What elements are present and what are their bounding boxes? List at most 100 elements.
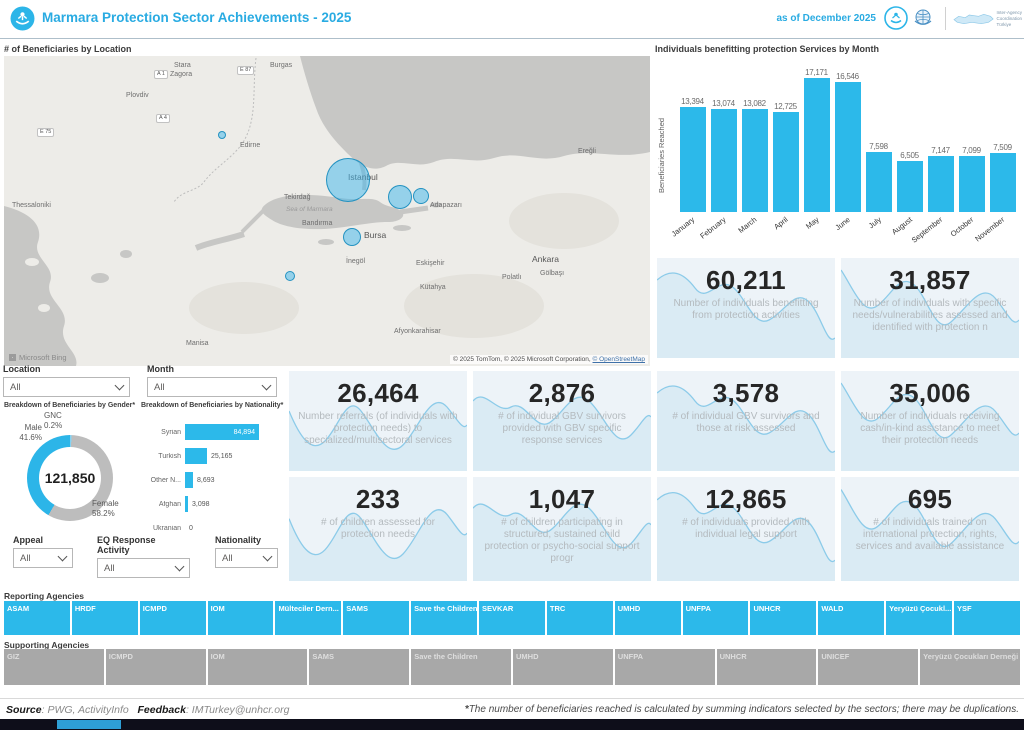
gender-chart: Breakdown of Beneficiaries by Gender* 12… (4, 402, 137, 536)
map-title: # of Beneficiaries by Location (4, 44, 132, 54)
reporting-agency-tile[interactable]: UNHCR (750, 601, 817, 635)
month-axis-label: June (833, 215, 852, 233)
month-bar[interactable] (865, 152, 892, 212)
chevron-down-icon (174, 561, 185, 572)
kpi-value: 3,578 (712, 378, 780, 408)
supporting-agency-tile[interactable]: UMHD (512, 649, 613, 685)
kpi-value: 695 (907, 484, 953, 514)
reporting-agency-tile[interactable]: SAMS (343, 601, 410, 635)
map-place-label: Manisa (186, 340, 209, 347)
reporting-agency-tile[interactable]: TRC (546, 601, 613, 635)
month-dropdown[interactable]: All (147, 377, 277, 397)
nationality-bar[interactable] (185, 496, 188, 512)
nationality-bar[interactable] (185, 448, 207, 464)
reporting-agency-tile[interactable]: ASAM (4, 601, 70, 635)
kpi-sparkline (657, 491, 835, 581)
gender-chart-title: Breakdown of Beneficiaries by Gender* (4, 402, 136, 409)
reporting-agency-tile[interactable]: Yeryüzü Çocukl... (886, 601, 953, 635)
beneficiary-bubble[interactable] (326, 158, 370, 202)
kpi-card: 12,865 # of individuals provided with ind… (657, 477, 835, 581)
month-axis-label: January (669, 215, 697, 239)
kpi-label: # of children assessed for protection ne… (321, 517, 435, 540)
kpi-card: 3,578 # of individual GBV survivors and t… (657, 371, 835, 471)
filter-label: Month (147, 364, 174, 374)
openstreetmap-link[interactable]: © OpenStreetMap (592, 356, 645, 363)
kpi-sparkline (473, 396, 651, 471)
month-column: 13,394 January (670, 68, 708, 239)
month-bar[interactable] (679, 107, 706, 212)
active-page-tab[interactable] (57, 720, 121, 729)
supporting-agency-tile[interactable]: SAMS (309, 649, 410, 685)
supporting-agency-tile[interactable]: ICMPD (105, 649, 206, 685)
month-bar[interactable] (710, 109, 737, 212)
beneficiary-bubble[interactable] (343, 228, 361, 246)
supporting-agency-tile[interactable]: UNFPA (614, 649, 715, 685)
bar-value-label: 7,147 (931, 146, 950, 155)
reporting-agency-tile[interactable]: YSF (954, 601, 1020, 635)
month-bar[interactable] (989, 153, 1016, 212)
reporting-agency-tile[interactable]: ICMPD (139, 601, 206, 635)
supporting-agency-tile[interactable]: UNICEF (818, 649, 919, 685)
month-bar[interactable] (896, 161, 923, 212)
bar-value-label: 13,082 (743, 99, 766, 108)
supporting-agency-tile[interactable]: Yeryüzü Çocukları Derneği (920, 649, 1020, 685)
gnc-slice-label: GNC 0.2% (44, 411, 63, 430)
bar-value-label: 7,598 (869, 142, 888, 151)
nationality-row: Syrian 84,894 (141, 420, 288, 444)
page-tab-bar (0, 719, 1024, 730)
map-canvas[interactable]: Stara Zagora Plovdiv Burgas Edirne Thessaloni… (4, 56, 650, 366)
nationality-bar[interactable] (185, 472, 193, 488)
month-bar[interactable] (834, 82, 861, 212)
month-axis-label: October (948, 215, 976, 239)
map-place-label: Bandırma (302, 220, 333, 227)
beneficiary-bubble[interactable] (285, 271, 295, 281)
location-dropdown[interactable]: All (3, 377, 130, 397)
map-place-label: Sea of Marmara (286, 206, 333, 213)
supporting-agency-tile[interactable]: IOM (207, 649, 308, 685)
appeal-dropdown[interactable]: All (13, 548, 73, 568)
nationality-dropdown[interactable]: All (215, 548, 278, 568)
month-axis-label: September (910, 215, 945, 245)
month-bar[interactable] (772, 112, 799, 212)
month-axis-label: February (698, 215, 728, 241)
supporting-agency-tile[interactable]: Save the Children (411, 649, 511, 685)
month-column: 7,099 October (949, 68, 987, 239)
kpi-value: 1,047 (528, 484, 596, 514)
reporting-agency-tile[interactable]: Save the Children (411, 601, 478, 635)
reporting-agency-tile[interactable]: WALD (818, 601, 885, 635)
month-bar[interactable] (803, 78, 830, 212)
kpi-sparkline (473, 503, 651, 581)
filter-label: Location (3, 364, 41, 374)
map-place-label: Edirne (240, 142, 261, 149)
map-visual: # of Beneficiaries by Location (4, 44, 650, 366)
month-bar[interactable] (958, 156, 985, 212)
bar-value-label: 17,171 (805, 68, 828, 77)
nationality-label: Ukranian (152, 524, 181, 532)
dropdown-value: All (154, 381, 165, 393)
reporting-agency-tile[interactable]: Mülteciler Dern... (275, 601, 342, 635)
nationality-bar[interactable] (185, 424, 259, 440)
reporting-agency-tile[interactable]: UNFPA (682, 601, 749, 635)
kpi-value: 35,006 (889, 378, 971, 408)
dropdown-value: All (10, 381, 21, 393)
protection-cluster-logo-icon (884, 6, 908, 30)
map-place-label: Gölbaşı (540, 270, 565, 277)
month-bar[interactable] (927, 156, 954, 212)
reporting-agency-tile[interactable]: SEVKAR (479, 601, 545, 635)
supporting-agency-tile[interactable]: GIZ (4, 649, 104, 685)
supporting-agency-tile[interactable]: UNHCR (716, 649, 817, 685)
gender-donut[interactable] (27, 435, 113, 521)
eq-response-dropdown[interactable]: All (97, 558, 190, 578)
reporting-agency-tile[interactable]: IOM (207, 601, 274, 635)
reporting-agency-tile[interactable]: HRDF (71, 601, 138, 635)
reporting-agency-tile[interactable]: UMHD (614, 601, 681, 635)
map-place-label: Kütahya (420, 284, 446, 291)
map-place-label: Eskişehir (416, 260, 445, 267)
beneficiary-bubble[interactable] (218, 131, 226, 139)
beneficiary-bubble[interactable] (388, 185, 412, 209)
month-axis-label: November (973, 215, 1007, 244)
bar-value-label: 7,099 (962, 146, 981, 155)
beneficiary-bubble[interactable] (413, 188, 429, 204)
month-bar[interactable] (741, 109, 768, 212)
kpi-value: 31,857 (889, 265, 971, 295)
